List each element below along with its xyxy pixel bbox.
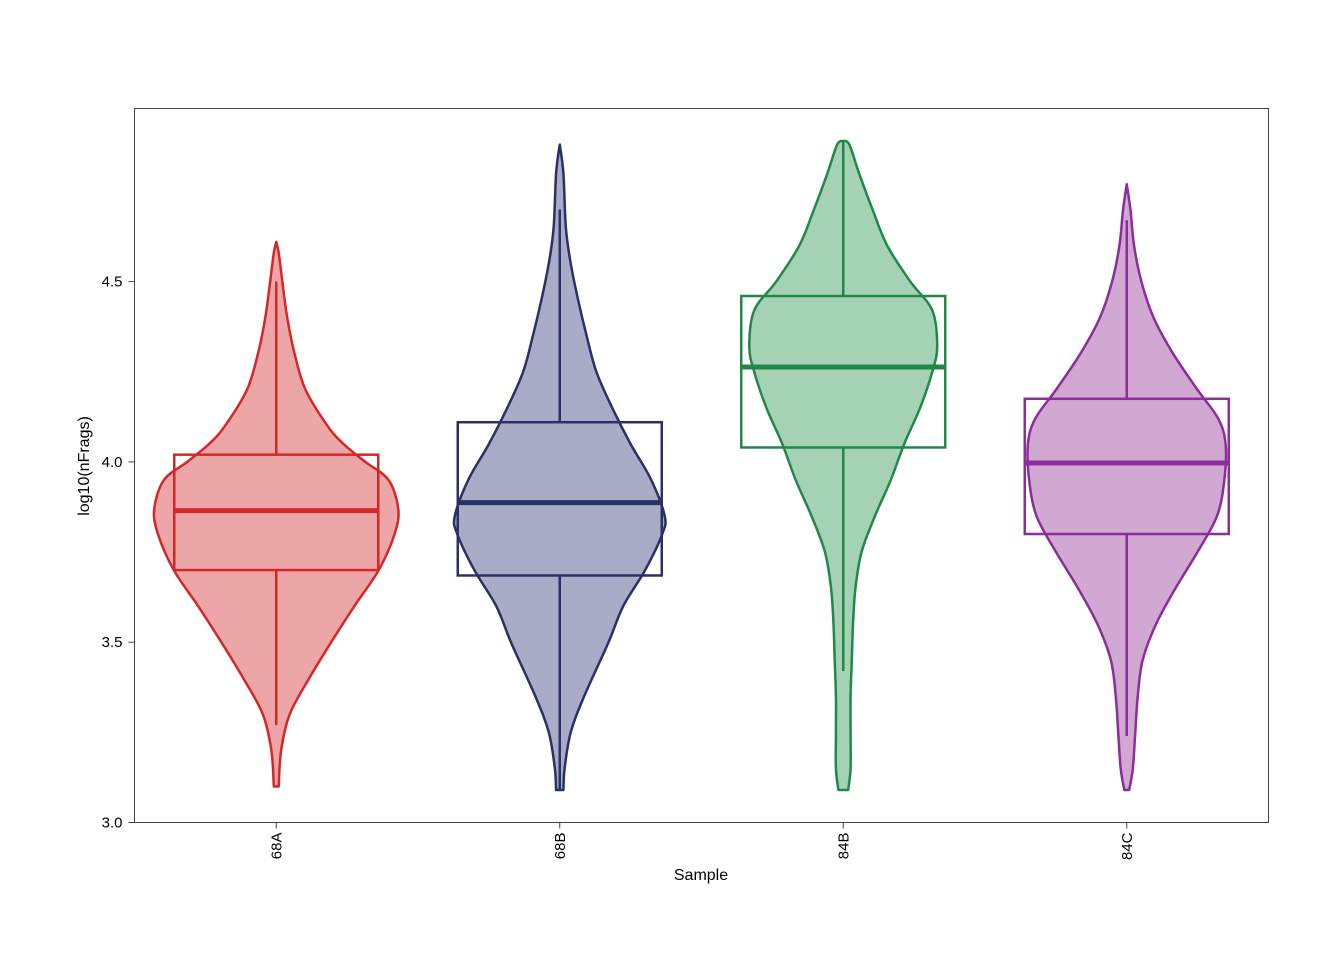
y-tick-label-2: 4.0 [102, 454, 123, 471]
violin-layer [152, 139, 1230, 792]
box-84C [1023, 397, 1230, 536]
violin-group-84C [1023, 182, 1230, 792]
y-tick-label-0: 3.0 [102, 815, 123, 832]
x-tick-label-68A: 68A [268, 833, 285, 860]
x-tick-label-68B: 68B [552, 833, 569, 860]
violin-group-84B [740, 139, 947, 792]
violin-68B [452, 143, 667, 792]
x-tick-label-84B: 84B [835, 833, 852, 860]
plot-frame [134, 108, 1269, 823]
box-84B [740, 294, 947, 449]
box-68B [456, 420, 663, 577]
y-axis-title: log10(nFrags) [76, 416, 93, 516]
x-tick-label-84C: 84C [1119, 832, 1136, 860]
x-axis-title: Sample [674, 867, 728, 884]
y-tick-label-1: 3.5 [102, 634, 123, 651]
violin-group-68B [452, 143, 667, 792]
violin-84C [1026, 182, 1228, 792]
violin-group-68A [152, 240, 400, 788]
x-axis: 68A 68B 84B 84C [268, 822, 1136, 860]
y-axis: 3.0 3.5 4.0 4.5 [102, 274, 135, 832]
y-tick-label-3: 4.5 [102, 274, 123, 291]
